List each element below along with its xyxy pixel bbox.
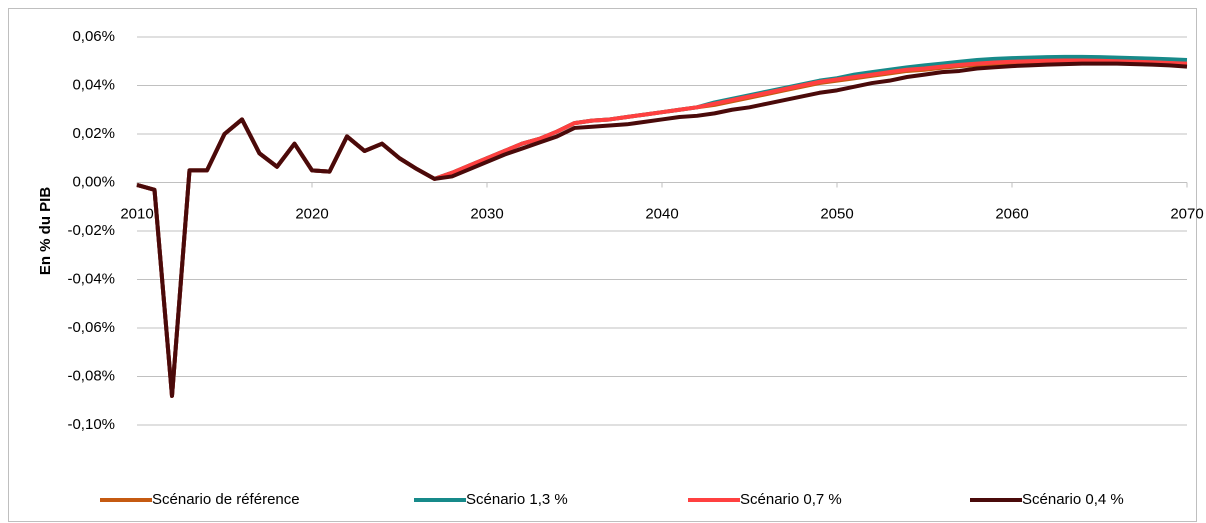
legend-label: Scénario 1,3 %	[466, 491, 568, 508]
x-tick-label: 2030	[470, 205, 503, 222]
legend-label: Scénario 0,4 %	[1022, 491, 1124, 508]
y-tick-label: 0,06%	[72, 28, 115, 45]
x-tick-label: 2020	[295, 205, 328, 222]
series-line	[136, 61, 1188, 398]
y-tick-label: -0,08%	[67, 367, 115, 384]
legend-label: Scénario de référence	[152, 491, 300, 508]
y-tick-label: 0,00%	[72, 173, 115, 190]
x-tick-label: 2070	[1170, 205, 1203, 222]
chart-border	[8, 8, 1197, 522]
x-tick-label: 2050	[820, 205, 853, 222]
y-tick-label: -0,06%	[67, 319, 115, 336]
y-tick-label: 0,02%	[72, 125, 115, 142]
y-tick-label: -0,10%	[67, 416, 115, 433]
y-tick-label: -0,02%	[67, 222, 115, 239]
y-tick-label: 0,04%	[72, 76, 115, 93]
x-tick-label: 2060	[995, 205, 1028, 222]
legend-label: Scénario 0,7 %	[740, 491, 842, 508]
y-tick-label: -0,04%	[67, 270, 115, 287]
x-tick-label: 2040	[645, 205, 678, 222]
y-axis-label: En % du PIB	[37, 187, 54, 276]
x-tick-label: 2010	[120, 205, 153, 222]
